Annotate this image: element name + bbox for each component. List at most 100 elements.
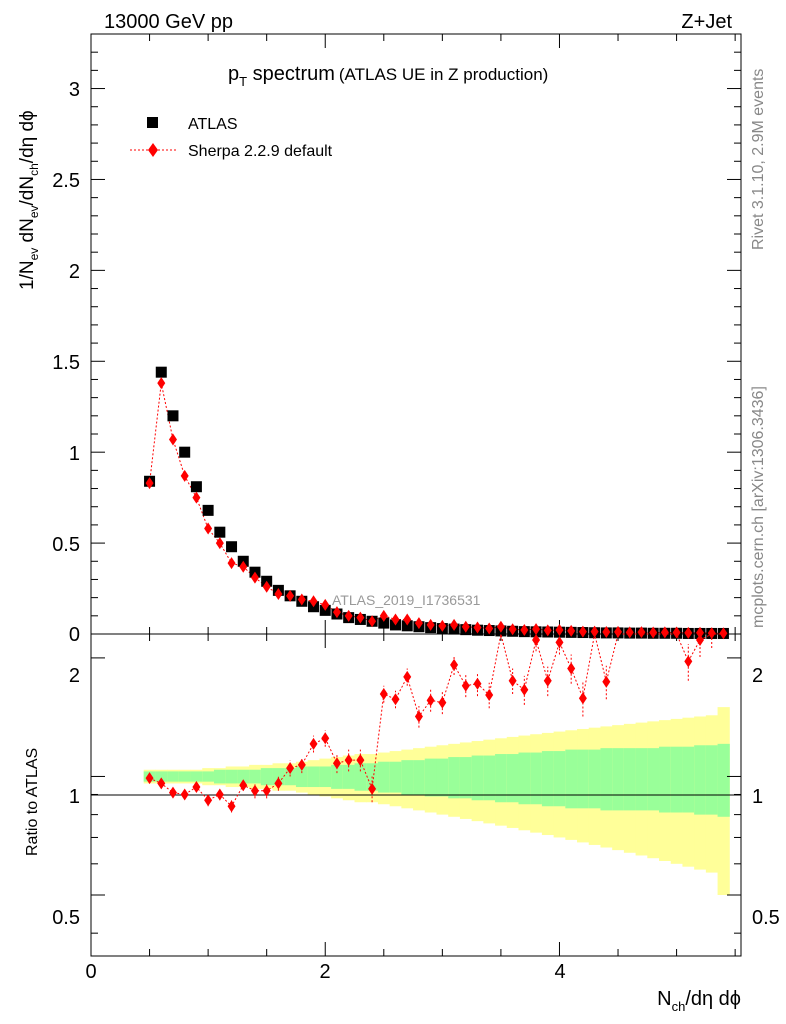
ratio-point	[215, 788, 224, 801]
mc-point	[426, 618, 435, 631]
mc-point	[391, 613, 400, 626]
uncertainty-band-inner	[530, 752, 543, 805]
mc-point	[180, 469, 189, 482]
ratio-point	[309, 737, 318, 750]
ratio-point	[403, 670, 412, 683]
mc-point	[168, 433, 177, 446]
mc-point	[368, 615, 377, 628]
uncertainty-band-inner	[600, 748, 613, 811]
uncertainty-band-inner	[448, 757, 461, 799]
ratio-point	[297, 758, 306, 771]
mc-point	[660, 626, 669, 639]
mc-point	[578, 625, 587, 638]
mc-point	[625, 626, 634, 639]
uncertainty-band-inner	[307, 766, 320, 788]
mc-point	[438, 619, 447, 632]
uncertainty-band-inner	[389, 761, 402, 793]
uncertainty-band-inner	[436, 758, 449, 797]
plot-title: pT spectrum (ATLAS UE in Z production)	[228, 63, 548, 89]
ratio-point	[485, 689, 494, 702]
data-point	[226, 541, 238, 553]
rivet-label: Rivet 3.1.10, 2.9M events	[750, 69, 767, 250]
ratio-point	[145, 772, 154, 785]
ratio-y-tick-label-right: 1	[752, 786, 763, 808]
legend-mc-marker	[148, 143, 158, 157]
x-tick-label: 2	[319, 961, 330, 983]
mc-point	[450, 618, 459, 631]
mc-point	[520, 624, 529, 636]
ratio-point	[426, 694, 435, 707]
uncertainty-band-inner	[237, 769, 250, 784]
mc-point	[496, 620, 505, 633]
ratio-point	[274, 777, 283, 790]
header-right: Z+Jet	[681, 11, 732, 33]
uncertainty-band-inner	[483, 755, 496, 801]
mc-point	[508, 623, 517, 636]
ratio-point	[543, 674, 552, 687]
ratio-y-tick-label: 1	[69, 786, 80, 808]
top-y-tick-label: 2	[69, 261, 80, 283]
ratio-point	[578, 692, 587, 705]
ratio-point	[239, 779, 248, 792]
mc-point	[473, 621, 482, 634]
legend-data-label: ATLAS	[188, 116, 238, 133]
data-point	[214, 526, 226, 538]
x-axis-label: Nch/dη dϕ	[657, 988, 741, 1014]
uncertainty-band-inner	[471, 755, 484, 801]
uncertainty-band-inner	[190, 771, 203, 782]
x-tick-label: 4	[554, 961, 565, 983]
mc-point	[321, 598, 330, 611]
uncertainty-band-inner	[670, 746, 683, 813]
ratio-point	[180, 788, 189, 801]
mcplots-label: mcplots.cern.ch [arXiv:1306.3436]	[750, 386, 767, 628]
uncertainty-band-inner	[495, 754, 508, 803]
data-point	[401, 620, 413, 632]
uncertainty-band-inner	[612, 748, 625, 811]
mc-point	[555, 624, 564, 636]
mc-point	[461, 620, 470, 633]
ratio-point	[567, 662, 576, 675]
mc-point	[262, 580, 271, 593]
mc-point	[297, 593, 306, 606]
uncertainty-band-inner	[588, 749, 601, 809]
uncertainty-band-inner	[155, 771, 168, 782]
mc-point	[637, 626, 646, 639]
ratio-line	[149, 633, 724, 808]
mc-point	[719, 627, 728, 640]
uncertainty-band-inner	[647, 748, 660, 811]
data-point	[167, 410, 179, 422]
ratio-point	[250, 784, 259, 797]
uncertainty-band-inner	[413, 760, 426, 795]
ratio-point	[520, 683, 529, 696]
ratio-point	[204, 794, 213, 807]
uncertainty-band-inner	[518, 752, 531, 805]
mc-point	[157, 377, 166, 390]
uncertainty-band-inner	[424, 758, 437, 797]
uncertainty-band-inner	[249, 769, 262, 784]
mc-point	[286, 589, 295, 602]
uncertainty-band-inner	[635, 748, 648, 811]
ratio-y-axis-label: Ratio to ATLAS	[24, 748, 41, 856]
ratio-point	[227, 800, 236, 813]
ratio-point	[368, 782, 377, 795]
header-left: 13000 GeV pp	[104, 11, 233, 33]
uncertainty-band-inner	[178, 771, 192, 782]
ratio-y-tick-label-right: 2	[752, 665, 763, 687]
uncertainty-band-inner	[717, 743, 730, 817]
ratio-point	[344, 754, 353, 767]
mc-point	[567, 624, 576, 637]
mc-point	[543, 624, 552, 637]
mc-point	[332, 606, 341, 619]
ratio-point	[461, 679, 470, 692]
top-y-tick-label: 1.5	[52, 352, 80, 374]
analysis-watermark: ATLAS_2019_I1736531	[332, 592, 481, 608]
ratio-point	[321, 732, 330, 745]
ratio-point	[332, 757, 341, 770]
mc-point	[309, 595, 318, 608]
mc-point	[145, 477, 154, 490]
ratio-point	[157, 777, 166, 790]
top-y-tick-label: 1	[69, 443, 80, 465]
mc-point	[485, 622, 494, 635]
mc-point	[356, 611, 365, 624]
